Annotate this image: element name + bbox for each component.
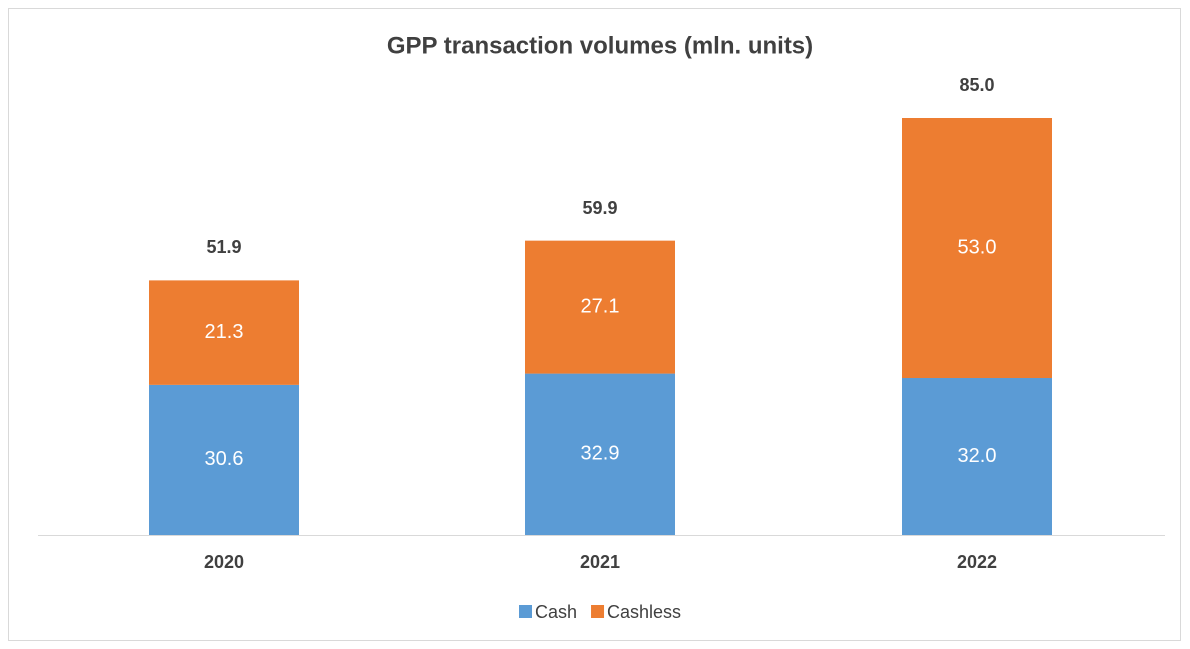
bar-segment — [902, 118, 1052, 379]
legend-swatch — [519, 605, 532, 618]
chart-title: GPP transaction volumes (mln. units) — [387, 32, 813, 59]
total-label: 85.0 — [959, 75, 994, 95]
data-label: 21.3 — [205, 321, 244, 343]
legend-label: Cashless — [607, 602, 681, 622]
bar-segment — [525, 373, 675, 535]
data-label: 53.0 — [958, 236, 997, 258]
bar-segment — [902, 378, 1052, 535]
total-label: 51.9 — [206, 237, 241, 257]
x-tick-label: 2020 — [204, 552, 244, 572]
data-label: 32.9 — [581, 443, 620, 465]
x-tick-label: 2021 — [580, 552, 620, 572]
bar-segment — [149, 384, 299, 535]
x-tick-label: 2022 — [957, 552, 997, 572]
data-label: 27.1 — [581, 295, 620, 317]
legend-label: Cash — [535, 602, 577, 622]
bar-segment — [149, 280, 299, 385]
data-label: 30.6 — [205, 448, 244, 470]
total-label: 59.9 — [582, 198, 617, 218]
data-label: 32.0 — [958, 445, 997, 467]
legend-swatch — [591, 605, 605, 618]
bar-segment — [525, 240, 675, 374]
